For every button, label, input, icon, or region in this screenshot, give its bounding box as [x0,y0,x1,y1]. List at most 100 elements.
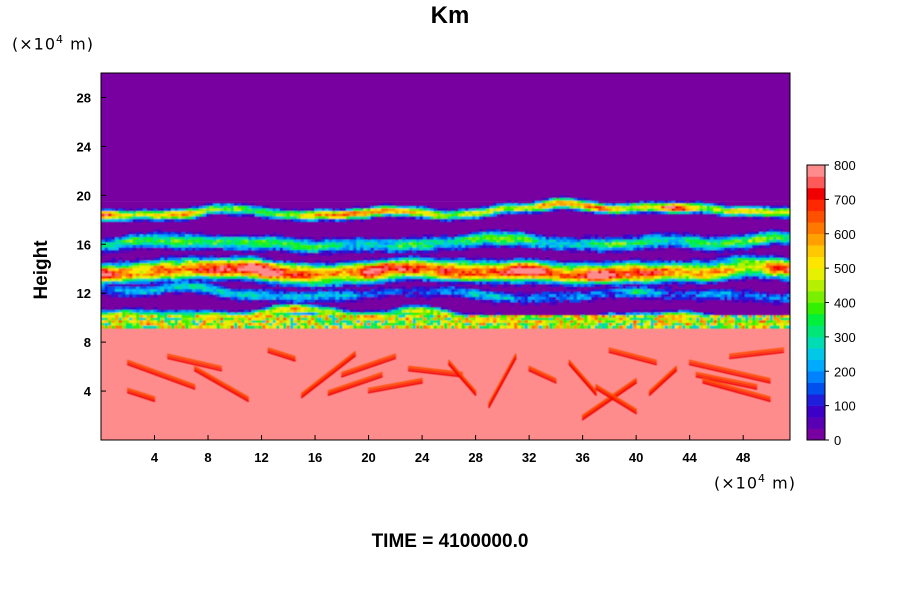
turbulence-cell [444,291,448,295]
turbulence-cell [633,289,637,293]
turbulence-cell [199,281,203,285]
turbulence-cell [678,208,683,212]
turbulence-cell [265,268,270,272]
turbulence-cell [535,270,539,274]
turbulence-cells [101,195,790,329]
turbulence-cell [244,291,249,295]
turbulence-cell [671,200,676,204]
turbulence-cell [262,239,266,243]
turbulence-cell [559,260,564,264]
turbulence-cell [647,239,651,243]
turbulence-cell [482,291,487,295]
turbulence-cell [318,208,322,212]
turbulence-cell [510,203,515,207]
turbulence-cell [444,286,448,290]
turbulence-cell [178,265,182,269]
turbulence-cell [780,265,784,269]
turbulence-cell [346,273,350,277]
turbulence-cell [717,205,721,209]
turbulence-cell [591,278,595,282]
turbulence-cell [594,296,599,300]
turbulence-cell [409,208,413,212]
turbulence-cell [647,205,651,209]
turbulence-cell [559,237,564,241]
turbulence-cell [706,211,711,215]
turbulence-cell [654,231,658,235]
turbulence-cell [636,244,641,248]
turbulence-cell [657,234,662,238]
turbulence-cell [594,260,599,264]
turbulence-cell [237,205,242,209]
turbulence-cell [192,211,196,215]
turbulence-cell [514,299,518,303]
turbulence-cell [563,239,567,243]
turbulence-cell [657,231,662,235]
turbulence-cell [241,244,245,248]
turbulence-cell [349,211,354,215]
turbulence-cell [195,242,200,246]
turbulence-cell [125,263,130,267]
turbulence-cell [538,200,543,204]
turbulence-cell [566,239,571,243]
turbulence-cell [178,216,182,220]
turbulence-cell [398,291,403,295]
turbulence-cell [279,263,284,267]
turbulence-cell [360,208,364,212]
turbulence-cell [563,270,567,274]
turbulence-cell [437,213,441,217]
turbulence-cell [678,289,683,293]
turbulence-cell [388,286,392,290]
turbulence-cell [538,265,543,269]
turbulence-cell [276,265,280,269]
turbulence-cell [580,200,585,204]
turbulence-cell [643,205,648,209]
turbulence-cell [279,265,284,269]
turbulence-cell [769,268,774,272]
turbulence-cell [615,268,620,272]
turbulence-cell [430,260,434,264]
turbulence-cell [262,276,266,280]
turbulence-cell [125,247,130,251]
turbulence-cell [703,265,707,269]
turbulence-cell [682,239,686,243]
turbulence-cell [545,244,550,248]
turbulence-cell [419,278,424,282]
turbulence-cell [104,265,109,269]
turbulence-cell [514,260,518,264]
turbulence-cell [213,208,217,212]
turbulence-cell [741,270,746,274]
turbulence-cell [132,216,137,220]
turbulence-cell [304,208,308,212]
turbulence-cell [612,291,616,295]
turbulence-cell [608,242,613,246]
turbulence-cell [787,294,790,298]
turbulence-cell [202,270,207,274]
turbulence-cell [734,255,739,259]
turbulence-cell [493,211,497,215]
turbulence-cell [524,203,529,207]
turbulence-cell [633,273,637,277]
turbulence-cell [465,278,469,282]
turbulence-cell [185,265,189,269]
turbulence-cell [276,237,280,241]
turbulence-cell [363,273,368,277]
turbulence-cell [160,278,165,282]
turbulence-cell [692,244,697,248]
turbulence-cell [192,234,196,238]
turbulence-cell [171,218,175,222]
turbulence-cell [542,276,546,280]
turbulence-cell [759,229,763,233]
turbulence-cell [265,276,270,280]
turbulence-cell [461,216,466,220]
turbulence-cell [444,237,448,241]
turbulence-cell [318,250,322,254]
turbulence-cell [129,208,133,212]
turbulence-cell [195,289,200,293]
turbulence-cell [605,239,609,243]
turbulence-cell [461,265,466,269]
turbulence-cell [769,234,774,238]
turbulence-cell [696,291,700,295]
turbulence-cell [769,273,774,277]
turbulence-cell [682,234,686,238]
turbulence-cell [220,242,224,246]
